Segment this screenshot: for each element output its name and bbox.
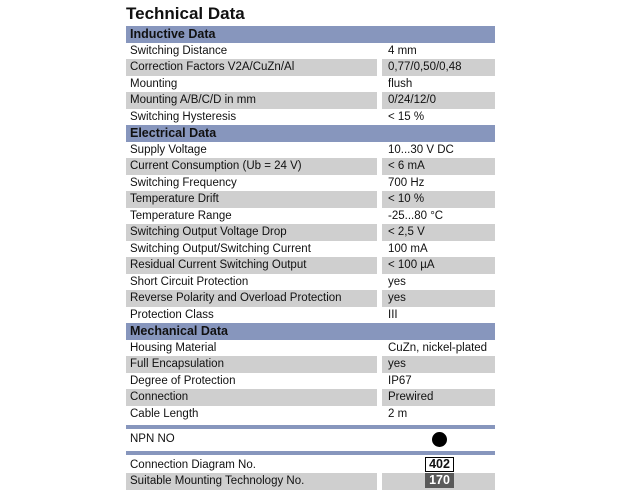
row-value: yes bbox=[388, 275, 406, 288]
table-row: Mounting flush bbox=[126, 76, 495, 93]
table-row: Switching Hysteresis < 15 % bbox=[126, 109, 495, 126]
table-row: Temperature Range -25...80 °C bbox=[126, 208, 495, 225]
row-value: CuZn, nickel-plated bbox=[388, 341, 488, 354]
table-row: Temperature Drift < 10 % bbox=[126, 191, 495, 208]
filled-circle-icon bbox=[432, 432, 447, 447]
table-row: Switching Output Voltage Drop < 2,5 V bbox=[126, 224, 495, 241]
row-value: 0,77/0,50/0,48 bbox=[382, 59, 495, 76]
page-title: Technical Data bbox=[126, 4, 245, 23]
row-value: < 100 µA bbox=[382, 257, 495, 274]
table-row: Connection Diagram No. 402 bbox=[126, 456, 495, 474]
table-row: Protection Class III bbox=[126, 307, 495, 324]
row-value: IP67 bbox=[388, 374, 412, 387]
row-value: 100 mA bbox=[388, 242, 428, 255]
row-value: < 6 mA bbox=[382, 158, 495, 175]
table-row: Mounting A/B/C/D in mm 0/24/12/0 bbox=[126, 92, 495, 109]
output-value bbox=[382, 431, 495, 448]
row-label: Temperature Drift bbox=[126, 191, 377, 208]
row-value: yes bbox=[382, 356, 495, 373]
row-value: flush bbox=[388, 77, 413, 90]
table-row: Supply Voltage 10...30 V DC bbox=[126, 142, 495, 159]
table-row: Connection Prewired bbox=[126, 389, 495, 406]
output-label: NPN NO bbox=[130, 433, 175, 445]
row-label: Reverse Polarity and Overload Protection bbox=[126, 290, 377, 307]
row-value: 0/24/12/0 bbox=[382, 92, 495, 109]
row-label: Short Circuit Protection bbox=[130, 275, 249, 288]
output-row: NPN NO bbox=[126, 431, 495, 448]
row-value: 10...30 V DC bbox=[388, 143, 454, 156]
row-label: Suitable Mounting Technology No. bbox=[126, 473, 377, 490]
row-value: -25...80 °C bbox=[388, 209, 444, 222]
separator bbox=[126, 425, 495, 429]
row-label: Switching Output Voltage Drop bbox=[126, 224, 377, 241]
table-row: Switching Output/Switching Current 100 mA bbox=[126, 241, 495, 258]
row-value: < 15 % bbox=[388, 110, 425, 123]
row-label: Full Encapsulation bbox=[126, 356, 377, 373]
section-header: Inductive Data bbox=[126, 26, 495, 43]
table-row: Correction Factors V2A/CuZn/Al 0,77/0,50/… bbox=[126, 59, 495, 76]
row-label: Temperature Range bbox=[130, 209, 232, 222]
table-row: Suitable Mounting Technology No. 170 bbox=[126, 473, 495, 490]
table-row: Switching Frequency 700 Hz bbox=[126, 175, 495, 192]
row-label: Housing Material bbox=[130, 341, 217, 354]
table-row: Full Encapsulation yes bbox=[126, 356, 495, 373]
separator bbox=[126, 450, 495, 455]
row-label: Correction Factors V2A/CuZn/Al bbox=[126, 59, 377, 76]
row-label: Switching Frequency bbox=[130, 176, 237, 189]
row-label: Mounting bbox=[130, 77, 178, 90]
table-row: Short Circuit Protection yes bbox=[126, 274, 495, 291]
row-value: < 10 % bbox=[382, 191, 495, 208]
row-label: Switching Output/Switching Current bbox=[130, 242, 311, 255]
row-label: Switching Hysteresis bbox=[130, 110, 237, 123]
table-row: Degree of Protection IP67 bbox=[126, 373, 495, 390]
row-label: Supply Voltage bbox=[130, 143, 207, 156]
row-value: < 2,5 V bbox=[382, 224, 495, 241]
row-label: Mounting A/B/C/D in mm bbox=[126, 92, 377, 109]
connection-diagram-badge: 402 bbox=[425, 456, 454, 472]
row-value: yes bbox=[382, 290, 495, 307]
section-header: Electrical Data bbox=[126, 125, 495, 142]
section-header: Mechanical Data bbox=[126, 323, 495, 340]
row-value: Prewired bbox=[382, 389, 495, 406]
table-row: Reverse Polarity and Overload Protection… bbox=[126, 290, 495, 307]
table-row: Current Consumption (Ub = 24 V) < 6 mA bbox=[126, 158, 495, 175]
row-label: Switching Distance bbox=[130, 44, 228, 57]
table-row: Housing Material CuZn, nickel-plated bbox=[126, 340, 495, 357]
table-row: Cable Length 2 m bbox=[126, 406, 495, 423]
row-label: Cable Length bbox=[130, 407, 199, 420]
table-row: Residual Current Switching Output < 100 µ… bbox=[126, 257, 495, 274]
technical-data-table: Inductive Data Switching Distance 4 mm Corr… bbox=[126, 26, 495, 490]
table-row: Switching Distance 4 mm bbox=[126, 43, 495, 60]
row-label: Connection Diagram No. bbox=[130, 458, 256, 471]
row-value: 2 m bbox=[388, 407, 408, 420]
row-value: 700 Hz bbox=[388, 176, 425, 189]
row-label: Current Consumption (Ub = 24 V) bbox=[126, 158, 377, 175]
row-label: Residual Current Switching Output bbox=[126, 257, 377, 274]
mounting-technology-badge: 170 bbox=[425, 473, 454, 488]
row-value: III bbox=[388, 308, 398, 321]
row-label: Protection Class bbox=[130, 308, 214, 321]
row-label: Connection bbox=[126, 389, 377, 406]
row-value: 402 bbox=[382, 456, 495, 474]
row-label: Degree of Protection bbox=[130, 374, 236, 387]
row-value: 4 mm bbox=[388, 44, 417, 57]
row-value: 170 bbox=[382, 473, 495, 490]
